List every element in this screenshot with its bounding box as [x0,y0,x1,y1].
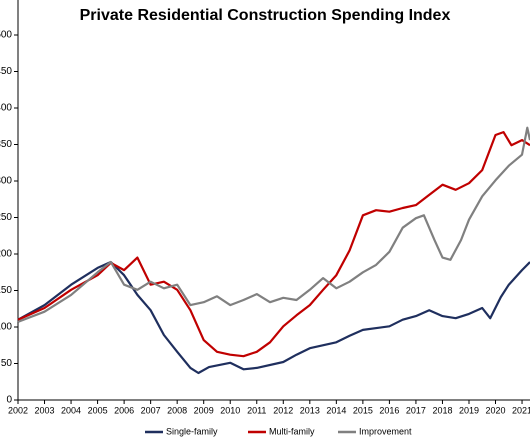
series-line [17,131,530,358]
x-tick-label: 2009 [194,405,214,415]
x-tick-label: 2018 [432,405,452,415]
y-tick-label: 150 [0,285,12,296]
y-tick-label: 100 [0,322,12,333]
y-tick-label: 350 [0,139,12,150]
x-tick-label: 2004 [61,405,81,415]
y-tick-label: 0 [6,395,12,406]
x-tick-label: 2012 [273,405,293,415]
y-tick-label: 400 [0,103,12,114]
x-tick-label: 2006 [114,405,134,415]
y-tick-label: 300 [0,176,12,187]
x-tick-label: 2011 [247,405,266,415]
x-tick-label: 2003 [35,405,55,415]
x-tick-label: 2010 [220,405,240,415]
x-tick-label: 2021 [512,405,530,415]
x-tick-label: 2014 [326,405,346,415]
legend-label: Multi-family [269,426,315,436]
x-tick-label: 2017 [406,405,426,415]
x-tick-label: 2015 [353,405,373,415]
x-tick-label: 2005 [88,405,108,415]
x-tick-label: 2019 [459,405,479,415]
x-tick-label: 2007 [141,405,161,415]
chart-title: Private Residential Construction Spendin… [80,7,451,24]
x-tick-label: 2013 [300,405,320,415]
x-tick-label: 2008 [167,405,187,415]
x-tick-label: 2020 [485,405,505,415]
series-line [17,260,530,375]
y-tick-label: 450 [0,66,12,77]
x-tick-label: 2002 [8,405,28,415]
legend-label: Improvement [359,426,412,436]
legend-label: Single-family [166,426,218,436]
y-tick-label: 250 [0,212,12,223]
y-tick-label: 50 [1,358,13,369]
x-tick-label: 2016 [379,405,399,415]
y-tick-label: 500 [0,30,12,41]
y-tick-label: 200 [0,249,12,260]
series-line [17,126,530,323]
